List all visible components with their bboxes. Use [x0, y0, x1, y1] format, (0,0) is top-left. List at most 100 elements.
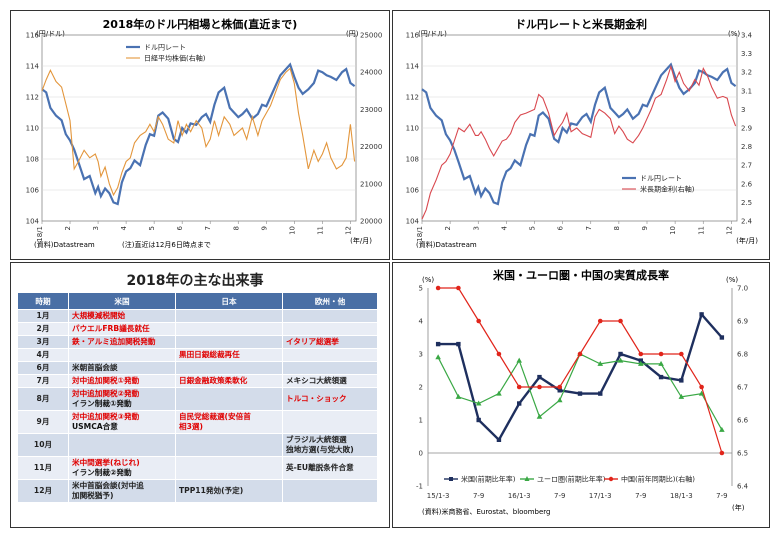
events-cell-eu	[282, 479, 378, 503]
x-tick-label: 4	[120, 225, 128, 230]
events-row: 3月 鉄・アルミ追加関税発動 イタリア総選挙	[17, 335, 378, 349]
events-cell-jp	[175, 433, 283, 457]
y-right-tick-label: 2.8	[741, 143, 752, 151]
x-tick-label: 17/1-3	[589, 492, 612, 500]
y-right-tick-label: 2.5	[741, 199, 752, 207]
x-tick-label: 7	[204, 226, 212, 230]
marker-circle	[597, 318, 603, 324]
y-left-tick-label: 0	[419, 450, 423, 458]
marker-triangle	[455, 393, 462, 399]
marker-triangle	[516, 357, 522, 363]
y-right-tick-label: 21000	[360, 180, 382, 188]
marker-triangle	[719, 426, 725, 432]
x-tick-label: 7-9	[554, 492, 565, 500]
x-tick-label: 7-9	[635, 492, 646, 500]
marker-circle	[638, 351, 644, 357]
events-cell-jp: 自民党総裁選(安倍首 相3選)	[175, 410, 283, 434]
marker-triangle	[475, 400, 482, 406]
events-cell-eu: ブラジル大統領選 独地方選(与党大敗)	[282, 433, 378, 457]
chart1-note: (注)直近は12月6日時点まで	[122, 240, 211, 249]
y-left-tick-label: 110	[26, 125, 39, 133]
legend-label: ドル円レート	[640, 175, 682, 183]
events-cell-month: 6月	[17, 361, 69, 375]
y-left-tick-label: 106	[406, 187, 420, 195]
y-left-tick-label: 110	[406, 125, 419, 133]
events-cell-jp	[175, 309, 283, 323]
events-cell-eu: 英-EU離脱条件合意	[282, 456, 378, 480]
y-left-tick-label: 4	[419, 318, 424, 326]
marker-square	[517, 401, 522, 406]
marker-circle	[456, 285, 461, 291]
events-cell-us	[68, 348, 176, 362]
marker-circle	[557, 384, 563, 390]
x-tick-label: 11	[697, 226, 705, 235]
y-right-tick-label: 3.4	[741, 32, 753, 40]
events-row: 8月 対中追加関税②発動 イラン制裁①発動 トルコ・ショック	[17, 387, 378, 411]
y-right-tick-label: 2.9	[741, 125, 752, 133]
events-cell-us: 大規模減税開始	[68, 309, 176, 323]
events-row: 4月 黒田日銀総裁再任	[17, 348, 378, 362]
events-cell-eu: メキシコ大統領選	[282, 374, 378, 388]
y-right-tick-label: 3	[741, 106, 745, 114]
chart3-x-unit: (年)	[732, 503, 745, 512]
chart1-title: 2018年のドル円相場と株価(直近まで)	[103, 17, 298, 31]
series-line-2	[438, 287, 723, 454]
x-tick-label: 11	[316, 226, 324, 235]
events-cell-jp: 黒田日銀総裁再任	[175, 348, 283, 362]
x-tick-label: 7-9	[716, 492, 727, 500]
x-tick-label: 10	[288, 226, 296, 235]
events-cell-month: 4月	[17, 348, 69, 362]
events-cell-eu	[282, 410, 378, 434]
y-right-tick-label: 6.6	[737, 417, 749, 425]
events-header-us: 米国	[68, 292, 176, 310]
events-cell-month: 7月	[17, 374, 69, 388]
y-left-tick-label: 116	[406, 32, 420, 40]
series-line-0	[41, 62, 356, 206]
chart-usdjpy-ust: ドル円レートと米長期金利 (円/ドル) (%) (年/月) (資料)Datast…	[406, 17, 759, 249]
x-tick-label: 3	[92, 226, 100, 230]
y-left-tick-label: 5	[419, 285, 423, 293]
x-tick-label: 6	[176, 225, 184, 230]
marker-triangle	[536, 413, 543, 419]
events-header-row: 時期 米国 日本 欧州・他	[17, 292, 378, 310]
chart1-left-unit: (円/ドル)	[36, 30, 65, 38]
marker-triangle	[678, 393, 685, 399]
marker-triangle	[658, 360, 664, 366]
y-right-tick-label: 3.2	[741, 69, 752, 77]
chart3-left-unit: (%)	[422, 276, 434, 284]
events-table: 時期 米国 日本 欧州・他 1月 大規模減税開始 2月 パウエルFRB議長就任 3月 鉄・…	[17, 292, 378, 503]
chart2-source: (資料)Datastream	[416, 240, 477, 249]
events-cell-jp: TPP11発効(予定)	[175, 479, 283, 503]
x-tick-label: 7-9	[473, 492, 484, 500]
x-tick-label: 10	[669, 226, 677, 235]
marker-square	[679, 378, 684, 383]
events-cell-us: 対中追加関税①発動	[68, 374, 176, 388]
y-right-tick-label: 7.0	[737, 285, 748, 293]
panel-usdjpy-ust	[392, 10, 770, 260]
marker-square	[699, 312, 704, 317]
y-right-tick-label: 6.5	[737, 450, 748, 458]
marker-square	[496, 437, 502, 442]
y-left-tick-label: 112	[26, 94, 39, 102]
y-left-tick-label: 2	[419, 384, 423, 392]
y-right-tick-label: 23000	[360, 106, 382, 114]
x-tick-label: 18/1-3	[670, 492, 693, 500]
x-tick-label: 15/1-3	[427, 492, 450, 500]
events-header-jp: 日本	[175, 292, 283, 310]
legend-marker	[608, 476, 614, 482]
legend-label: 米国(前期比年率)	[461, 475, 516, 484]
y-left-tick-label: -1	[416, 483, 423, 491]
x-tick-label: 5	[148, 226, 156, 230]
y-right-tick-label: 6.9	[737, 318, 748, 326]
x-tick-label: 2	[444, 226, 452, 230]
marker-square	[537, 374, 542, 380]
events-cell-jp	[175, 361, 283, 375]
events-cell-month: 9月	[17, 410, 69, 434]
marker-circle	[435, 285, 441, 291]
marker-triangle	[617, 357, 624, 363]
y-left-tick-label: 114	[26, 63, 40, 71]
events-cell-us: 米中間選挙(ねじれ) イラン制裁②発動	[68, 456, 176, 480]
events-cell-month: 10月	[17, 433, 69, 457]
marker-square	[476, 417, 481, 423]
y-left-tick-label: 116	[26, 32, 40, 40]
